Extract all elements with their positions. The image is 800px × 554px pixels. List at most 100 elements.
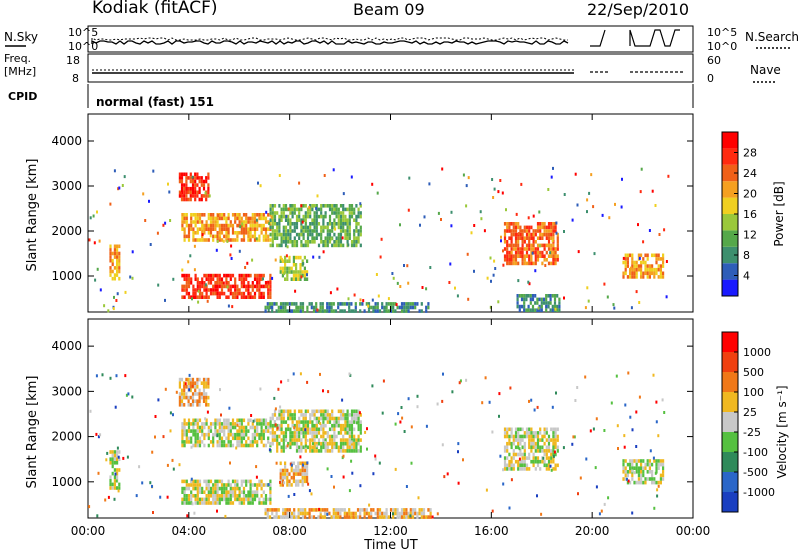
power-cell xyxy=(245,213,248,217)
power-cell xyxy=(302,214,305,219)
velocity-cell xyxy=(223,418,226,423)
velocity-cell xyxy=(256,418,259,423)
velocity-cell xyxy=(303,472,306,476)
power-cell xyxy=(394,309,397,313)
velocity-scatter-cell xyxy=(89,409,92,413)
velocity-cell xyxy=(528,438,531,442)
power-cell xyxy=(207,231,210,235)
power-cell xyxy=(203,213,206,217)
velocity-scatter-cell xyxy=(124,374,127,378)
velocity-cell xyxy=(218,479,221,484)
velocity-scatter-cell xyxy=(358,411,361,415)
velocity-cell xyxy=(251,501,254,505)
power-cell xyxy=(236,288,239,292)
power-cell xyxy=(529,297,532,302)
power-cell xyxy=(400,309,404,313)
velocity-cell xyxy=(359,511,362,516)
velocity-cell xyxy=(238,490,241,494)
velocity-cell xyxy=(534,445,537,450)
power-cell xyxy=(545,308,548,312)
velocity-cell xyxy=(249,486,252,491)
velocity-cell xyxy=(256,432,259,437)
power-cell xyxy=(269,207,272,212)
power-cell xyxy=(209,281,213,285)
velocity-cell xyxy=(264,429,268,433)
velocity-cell xyxy=(297,468,300,473)
velocity-cell xyxy=(205,399,208,403)
velocity-cell xyxy=(306,479,309,484)
power-cell xyxy=(531,294,535,298)
power-cell xyxy=(556,294,559,298)
velocity-cell xyxy=(187,381,190,385)
velocity-scatter-cell xyxy=(518,447,521,451)
power-scatter-cell xyxy=(395,303,398,307)
velocity-cell xyxy=(187,403,190,407)
power-scatter-cell xyxy=(112,307,115,311)
power-cell xyxy=(190,213,193,217)
power-cell xyxy=(227,281,230,285)
power-cell xyxy=(525,297,528,302)
power-cell xyxy=(550,254,553,258)
power-cell xyxy=(190,281,193,285)
power-cell xyxy=(242,220,246,224)
velocity-cell xyxy=(348,438,351,442)
power-cell xyxy=(534,254,537,258)
velocity-scatter-cell xyxy=(551,405,554,409)
power-cell xyxy=(311,229,314,233)
power-cell xyxy=(519,236,522,240)
velocity-cell xyxy=(304,431,307,435)
power-cell xyxy=(286,270,289,274)
velocity-scatter-cell xyxy=(135,494,138,498)
velocity-cell xyxy=(258,501,261,505)
power-cell xyxy=(552,243,555,248)
power-cell xyxy=(508,261,511,266)
power-cell xyxy=(506,247,509,251)
velocity-cell xyxy=(205,479,208,484)
power-scatter-cell xyxy=(554,307,557,311)
power-cell xyxy=(622,260,625,265)
velocity-cell xyxy=(385,508,388,512)
power-cell xyxy=(207,172,210,177)
velocity-cell xyxy=(225,422,228,426)
velocity-cell xyxy=(385,515,388,519)
power-cell xyxy=(528,229,531,233)
power-cell xyxy=(532,240,535,244)
power-cell xyxy=(289,222,292,226)
power-cell xyxy=(315,225,318,230)
power-cell xyxy=(196,277,199,281)
velocity-cell xyxy=(313,416,316,421)
power-cell xyxy=(655,257,658,261)
velocity-cell xyxy=(180,399,184,403)
velocity-cell xyxy=(657,462,660,467)
velocity-cell xyxy=(411,511,415,516)
power-scatter-cell xyxy=(229,253,232,257)
velocity-cell xyxy=(342,445,345,450)
velocity-cell xyxy=(287,427,290,432)
velocity-cell xyxy=(203,479,206,484)
velocity-cell xyxy=(541,438,544,442)
power-cell xyxy=(348,218,351,222)
power-cell xyxy=(286,266,289,271)
power-cell xyxy=(236,216,239,221)
power-cell xyxy=(383,309,386,313)
power-cell xyxy=(292,259,295,263)
power-cell xyxy=(635,267,638,272)
velocity-cell xyxy=(299,511,302,516)
power-cell xyxy=(344,214,347,219)
velocity-cell xyxy=(317,431,321,435)
power-cell xyxy=(345,302,349,306)
velocity-cell xyxy=(536,459,540,464)
velocity-cell xyxy=(205,395,208,400)
power-cell xyxy=(196,220,199,224)
velocity-cell xyxy=(205,497,208,502)
velocity-cell xyxy=(348,434,351,439)
velocity-cell xyxy=(339,449,343,453)
power-cell xyxy=(552,261,555,266)
velocity-cell xyxy=(118,457,121,461)
velocity-cell xyxy=(326,445,329,450)
velocity-cell xyxy=(624,477,627,481)
velocity-cell xyxy=(317,441,321,446)
velocity-scatter-cell xyxy=(409,514,412,518)
power-cell xyxy=(189,197,192,202)
power-cell xyxy=(229,284,232,289)
